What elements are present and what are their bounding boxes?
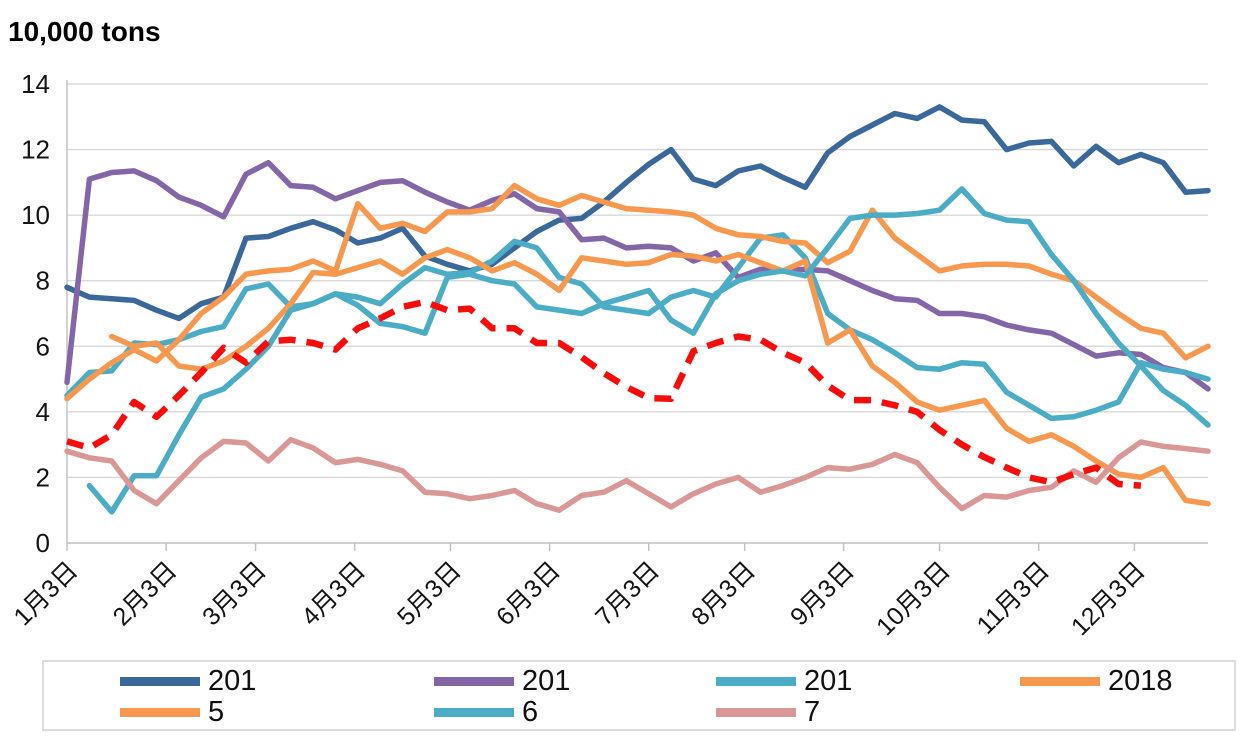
y-axis-tick-label: 12 [21,135,50,165]
y-axis-tick-label: 14 [21,69,50,99]
x-axis-tick-label: 11月3日 [972,556,1055,639]
series-line-teal-2 [86,186,1211,515]
series-line-orange-2 [108,246,1211,507]
x-axis-tick-label: 4月3日 [296,556,371,631]
x-axis-tick-label: 9月3日 [785,556,860,631]
x-axis-tick-label: 6月3日 [491,556,566,631]
x-axis-tick-label: 5月3日 [392,556,467,631]
legend-item[interactable]: 201 [120,666,420,697]
legend-item[interactable]: 201 [716,666,1016,697]
series-line-red-dashed [66,298,1142,489]
chart-legend: 2012012012018567201201201 [42,660,1236,731]
series-line-pink [64,436,1211,513]
legend-line-swatch [120,708,200,717]
legend-item[interactable]: 6 [434,697,734,728]
y-axis-tick-label: 4 [36,397,50,427]
legend-line-swatch [434,708,514,717]
legend-label: 201 [522,665,571,697]
legend-line-swatch [716,677,796,686]
x-axis-tick-label: 10月3日 [871,556,956,641]
x-axis-tick-label: 3月3日 [197,556,272,631]
series-line-2017 [64,232,1211,422]
legend-line-swatch [716,708,796,717]
legend-label: 201 [804,665,853,697]
legend-label: 6 [522,696,539,728]
legend-label: 201 [522,728,570,730]
legend-item[interactable]: 7 [716,697,1016,728]
y-axis-tick-label: 0 [36,528,50,558]
legend-label: 201 [208,728,256,730]
series-line-2015 [64,104,1211,322]
legend-line-swatch [434,677,514,686]
legend-line-swatch [120,677,200,686]
legend-label: 7 [804,696,821,728]
legend-item[interactable]: 201 [120,728,420,730]
series-line-2016 [64,159,1211,392]
legend-label: 2018 [1108,665,1173,697]
y-axis-tick-label: 10 [21,200,50,230]
legend-item[interactable]: 5 [120,697,420,728]
x-axis-tick-label: 12月3日 [1066,556,1151,641]
legend-label: 201 [804,728,852,730]
x-axis-tick-label: 7月3日 [590,556,665,631]
x-axis-tick-label: 8月3日 [686,556,761,631]
legend-item[interactable]: 2018 [1020,665,1234,697]
unit-label: 10,000 tons [8,16,161,47]
y-axis-tick-label: 8 [36,266,50,296]
legend-row: 201 201 201 2018 [44,666,1234,697]
y-axis-tick-label: 2 [36,462,50,492]
legend-item[interactable]: 201 [434,666,734,697]
legend-row: 5 6 7 [44,697,1234,728]
y-axis-tick-label: 6 [36,331,50,361]
x-axis-tick-label: 2月3日 [108,556,183,631]
legend-item[interactable]: 201 [716,728,1016,730]
line-chart: 0 2 4 6 8 10 12 14 1月3日 2月3日 3月3日 4月3日 5月3日 6月3日 7月3日 8… [8,69,1211,641]
x-axis-tick-label: 1月3日 [8,556,83,631]
series-line-2018 [64,182,1211,402]
legend-row: 201 201 201 [44,728,1234,730]
legend-label: 201 [208,665,257,697]
legend-line-swatch [1020,677,1100,686]
legend-label: 5 [208,696,225,728]
legend-item[interactable]: 201 [434,728,734,730]
